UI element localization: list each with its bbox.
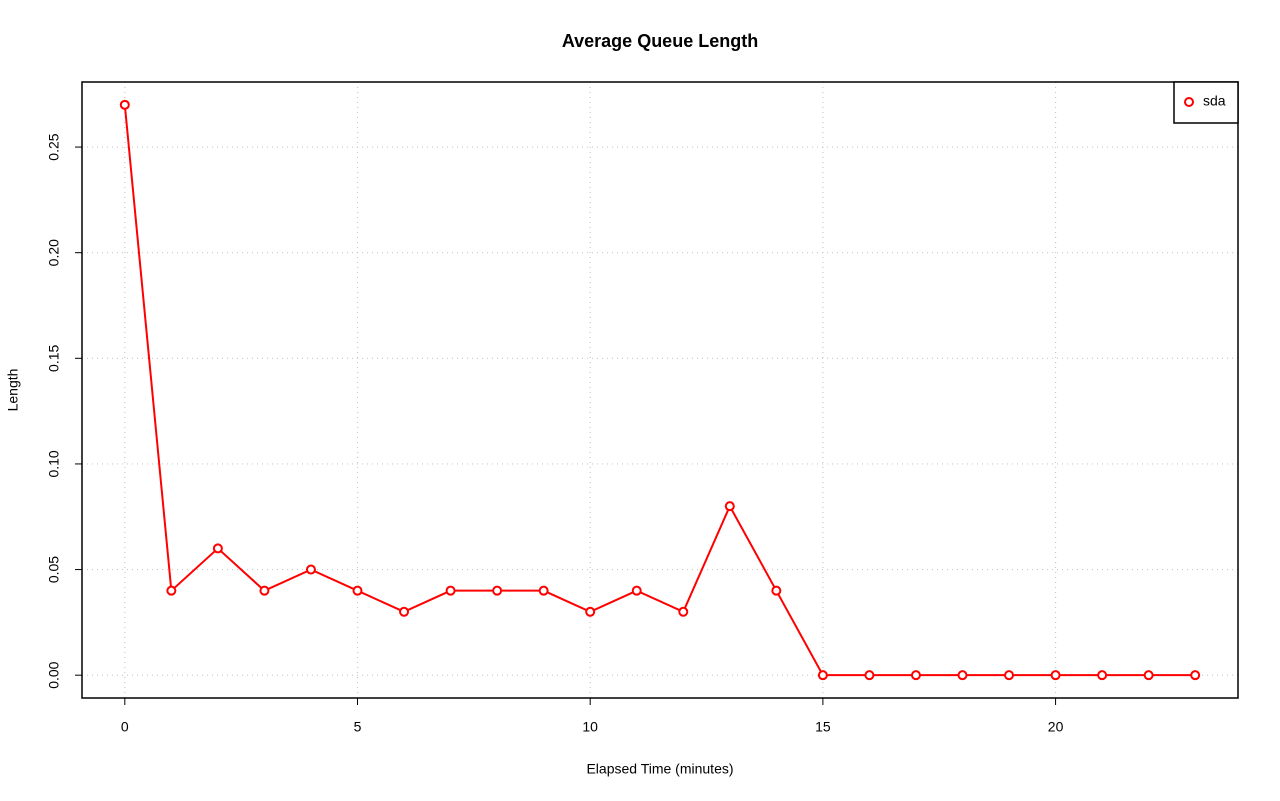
data-point xyxy=(305,564,316,575)
data-point xyxy=(817,670,828,681)
data-point xyxy=(1050,670,1061,681)
series-line xyxy=(123,104,1196,677)
x-tick-label: 5 xyxy=(354,719,362,735)
data-point xyxy=(492,585,503,596)
x-axis-label: Elapsed Time (minutes) xyxy=(586,761,733,777)
y-tick-label: 0.00 xyxy=(46,661,62,688)
data-point xyxy=(352,585,363,596)
data-point xyxy=(910,670,921,681)
data-point xyxy=(259,585,270,596)
legend-marker xyxy=(1184,97,1194,107)
data-point xyxy=(119,99,130,110)
data-point xyxy=(724,501,735,512)
data-point xyxy=(957,670,968,681)
chart-title: Average Queue Length xyxy=(562,31,758,51)
x-tick-label: 0 xyxy=(121,719,129,735)
data-point xyxy=(166,585,177,596)
data-point xyxy=(1097,670,1108,681)
legend-label: sda xyxy=(1203,93,1226,109)
y-tick-label: 0.05 xyxy=(46,556,62,583)
data-point xyxy=(1190,670,1201,681)
data-point xyxy=(212,543,223,554)
x-tick-label: 15 xyxy=(815,719,831,735)
plot-frame xyxy=(81,81,1239,699)
y-axis-label: Length xyxy=(5,369,21,412)
y-tick-label: 0.10 xyxy=(46,450,62,477)
x-tick-label: 20 xyxy=(1048,719,1064,735)
y-tick-label: 0.25 xyxy=(46,133,62,160)
data-point xyxy=(1004,670,1015,681)
data-point xyxy=(678,606,689,617)
data-point xyxy=(445,585,456,596)
data-point xyxy=(631,585,642,596)
data-point xyxy=(864,670,875,681)
x-tick-label: 10 xyxy=(582,719,598,735)
data-point xyxy=(771,585,782,596)
data-point xyxy=(399,606,410,617)
data-point xyxy=(538,585,549,596)
data-point xyxy=(1143,670,1154,681)
data-point xyxy=(585,606,596,617)
y-tick-label: 0.15 xyxy=(46,344,62,371)
y-tick-label: 0.20 xyxy=(46,239,62,266)
